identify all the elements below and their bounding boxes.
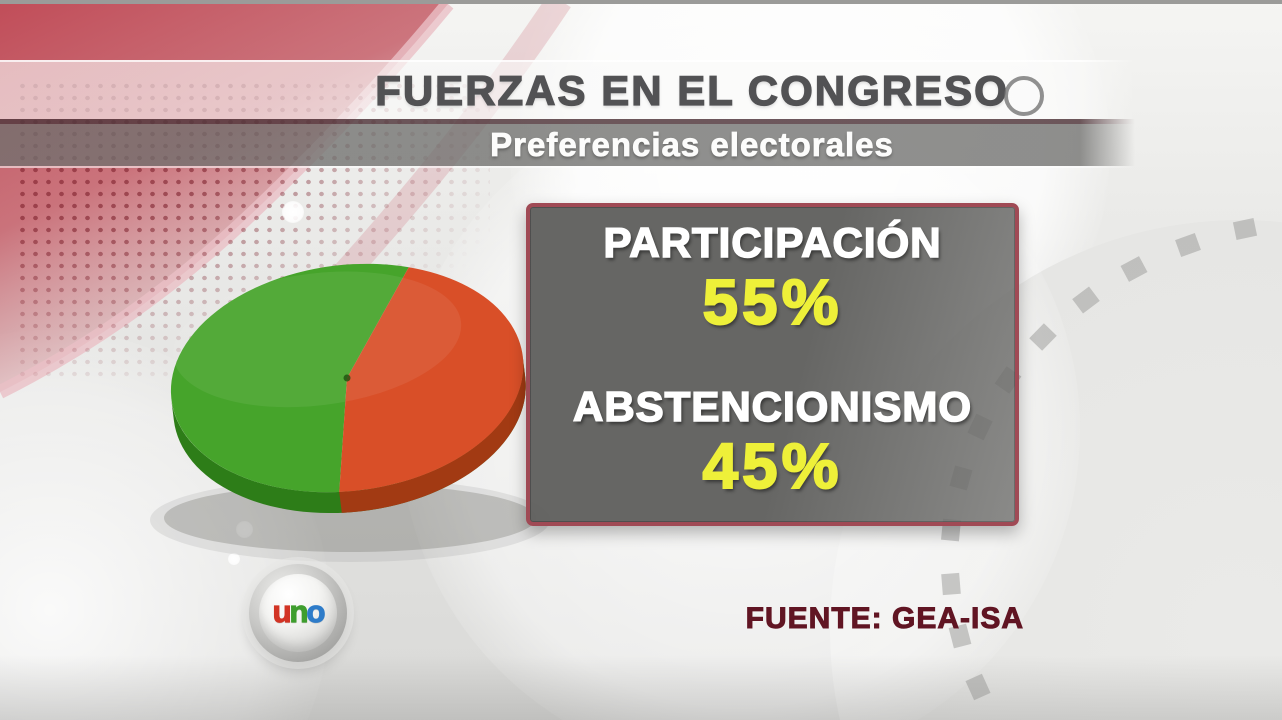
ring-decoration (1004, 76, 1044, 116)
canal-uno-logo: uno (249, 564, 347, 662)
participation-value: 55% (701, 265, 843, 339)
band-hairline (0, 60, 1282, 62)
logo-letter-o: o (306, 593, 326, 629)
band-separator (0, 119, 1282, 124)
pie-chart (150, 263, 550, 562)
dot-decoration (228, 553, 240, 565)
source-credit: FUENTE: GEA-ISA (745, 602, 1024, 636)
pie-slice-participacion (170, 263, 409, 493)
participation-label: PARTICIPACIÓN (603, 218, 942, 267)
page-subtitle: Preferencias electorales (490, 126, 894, 164)
dot-decoration (282, 201, 304, 223)
logo-wordmark: uno (272, 593, 326, 630)
dot-decoration (236, 521, 253, 538)
pie-sheen (172, 271, 462, 408)
logo-sphere: uno (259, 574, 337, 652)
page-title: FUERZAS EN EL CONGRESO (375, 66, 1009, 114)
logo-letter-u: u (272, 593, 292, 629)
abstention-value: 45% (701, 429, 843, 503)
pie-rim-abstencionismo (339, 356, 526, 513)
subtitle-band (0, 124, 1282, 166)
band-hairline (0, 166, 1282, 168)
pie-center-dot (343, 374, 351, 382)
title-band (0, 62, 1282, 119)
logo-letter-n: n (289, 593, 309, 629)
pie-slice-abstencionismo (339, 267, 524, 492)
abstention-label: ABSTENCIONISMO (572, 382, 972, 431)
results-panel: PARTICIPACIÓN 55% ABSTENCIONISMO 45% (526, 203, 1019, 526)
